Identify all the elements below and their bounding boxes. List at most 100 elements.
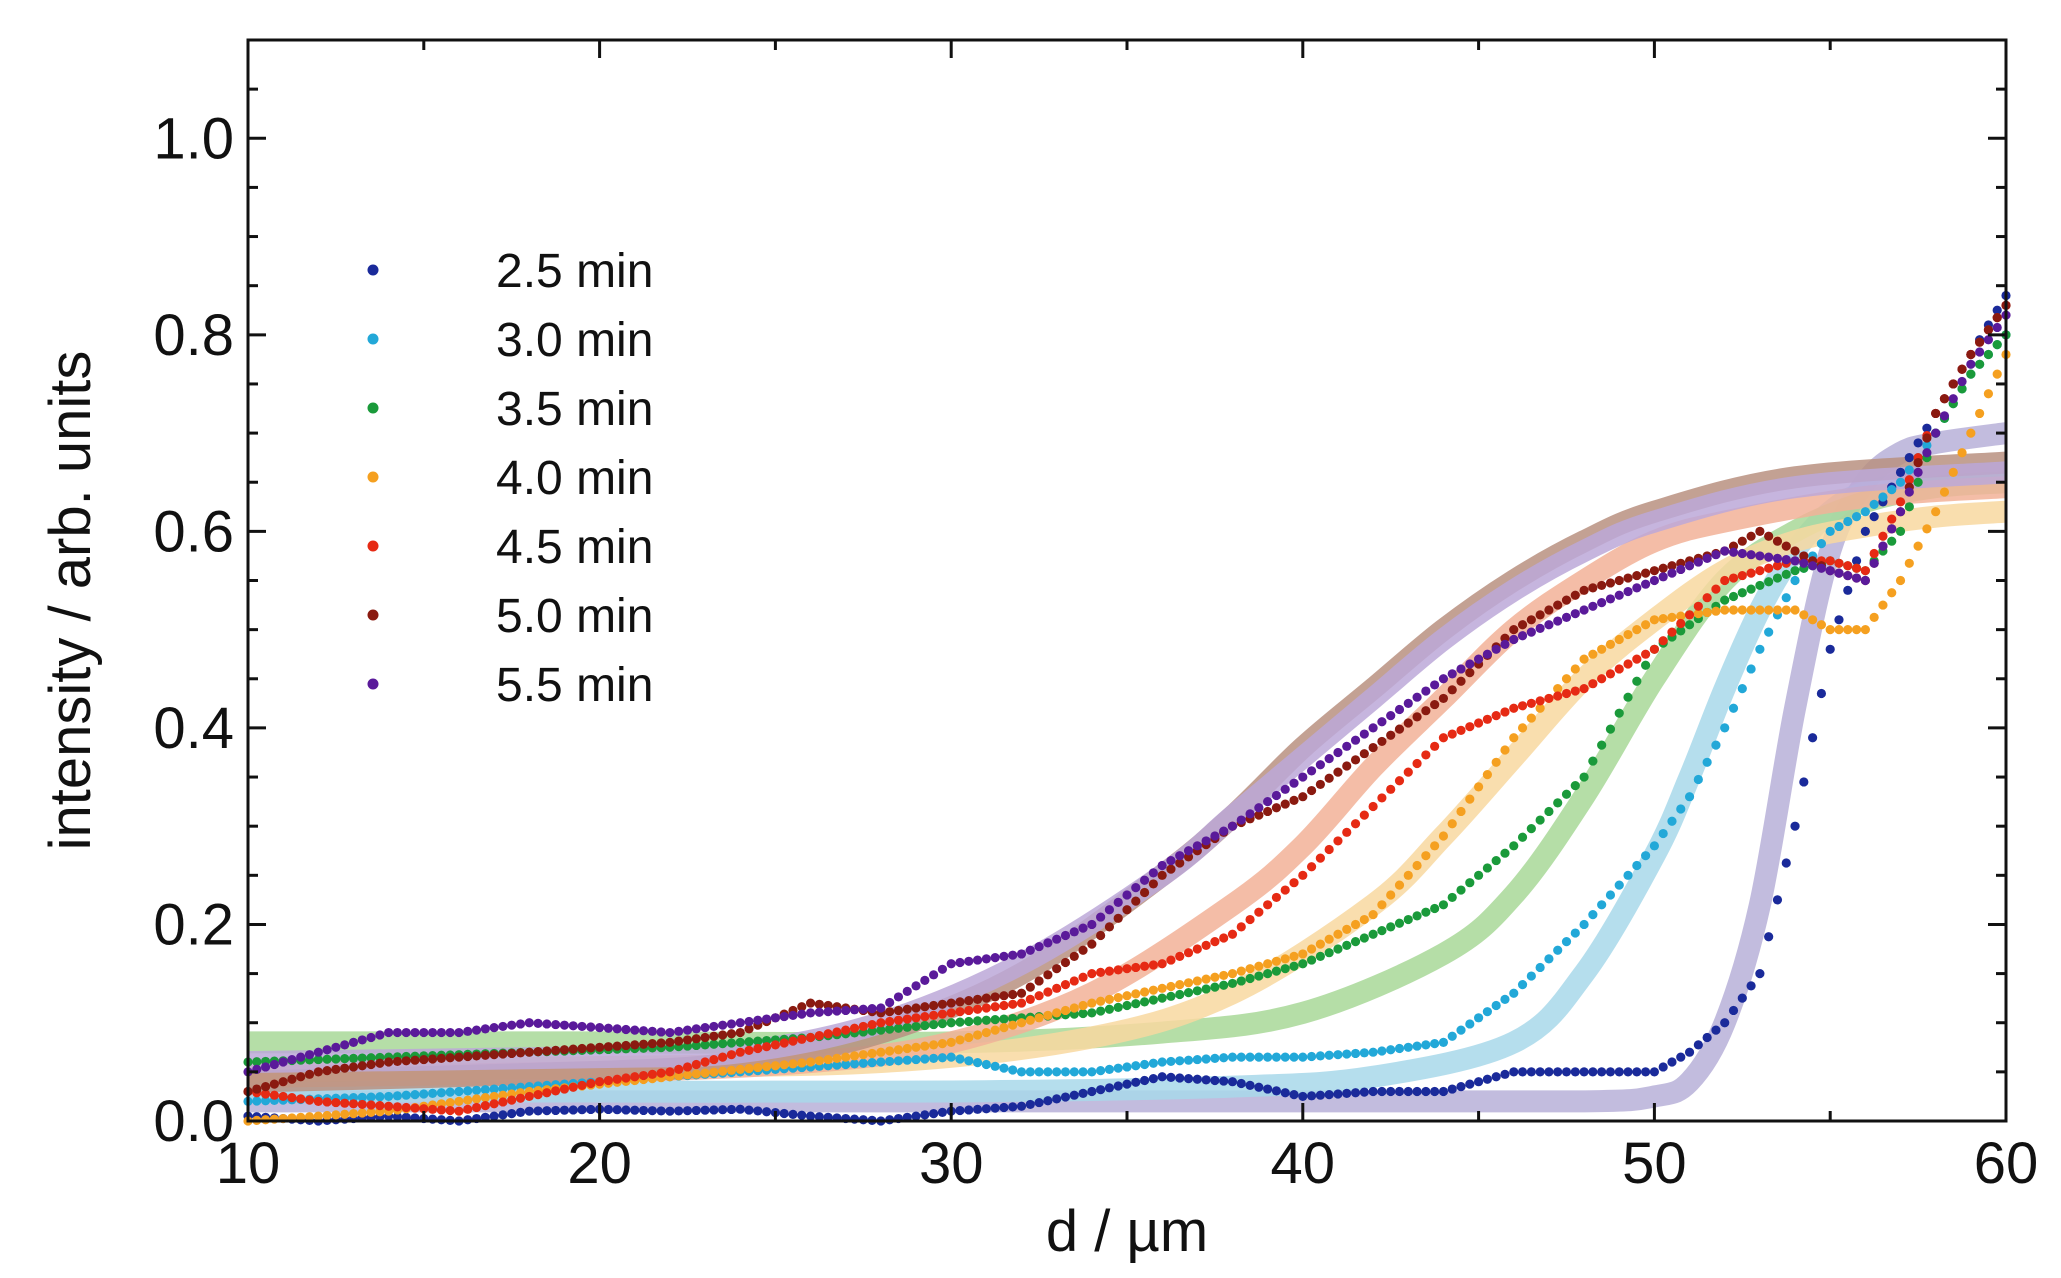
data-point [1342, 827, 1352, 837]
data-point [1764, 605, 1774, 615]
data-point [1438, 831, 1449, 841]
data-point [1175, 858, 1185, 868]
data-point [1139, 1075, 1150, 1086]
data-point [1588, 679, 1598, 689]
data-point [858, 1050, 868, 1060]
data-point [1342, 924, 1352, 934]
data-point [313, 1067, 323, 1077]
data-point [1377, 900, 1387, 910]
data-point [1245, 973, 1255, 984]
data-point [929, 1010, 939, 1020]
data-point [990, 953, 1000, 963]
data-point [1008, 1013, 1018, 1024]
data-point [1825, 556, 1835, 566]
data-point [805, 1057, 816, 1067]
data-point [735, 1047, 745, 1057]
data-point [1509, 733, 1519, 743]
data-point [1860, 566, 1870, 576]
data-point [1333, 929, 1343, 939]
data-point [1421, 851, 1431, 861]
data-point [1526, 615, 1536, 625]
x-axis-label: d / µm [1046, 1199, 1208, 1264]
data-point [1561, 1067, 1572, 1077]
data-point [1078, 1088, 1088, 1098]
data-point [1271, 1052, 1282, 1062]
data-point [1034, 991, 1044, 1001]
data-point [322, 1054, 332, 1064]
data-point [366, 1107, 376, 1118]
data-point [480, 1085, 490, 1095]
data-point [1764, 577, 1774, 587]
data-point [1060, 1092, 1071, 1102]
data-point [981, 1003, 991, 1013]
data-point [647, 1069, 657, 1079]
data-point [1113, 1081, 1123, 1091]
data-point [849, 1051, 860, 1061]
data-point [1939, 411, 1950, 421]
data-point [595, 1077, 605, 1087]
data-point [1860, 526, 1870, 536]
data-point [1781, 541, 1791, 551]
data-point [331, 1110, 341, 1120]
data-point [1913, 477, 1923, 487]
data-point [1887, 514, 1897, 524]
data-point [1175, 980, 1185, 990]
data-point [656, 1027, 666, 1037]
data-point [357, 1053, 367, 1063]
data-point [1104, 905, 1115, 915]
data-point [946, 1008, 956, 1018]
data-point [1166, 855, 1176, 866]
data-point [1684, 561, 1695, 571]
data-point [1605, 578, 1616, 588]
data-point [515, 1093, 526, 1103]
data-point [990, 1015, 1000, 1025]
data-point [340, 1109, 350, 1119]
data-point [1728, 1005, 1739, 1016]
data-point [1588, 583, 1598, 593]
data-point [1781, 569, 1791, 579]
data-point [674, 1036, 684, 1046]
data-point [533, 1106, 543, 1116]
data-point [401, 1090, 411, 1100]
data-point [1210, 831, 1220, 841]
data-point [1895, 526, 1906, 536]
data-point [1825, 644, 1835, 654]
data-point [1306, 862, 1317, 872]
data-point [1720, 1018, 1730, 1028]
data-point [1623, 573, 1633, 583]
data-point [1904, 465, 1914, 475]
data-point [946, 959, 956, 969]
axes: 10 20 30 40 50 60 0.0 0.2 0.4 0.6 0.8 1.0 d / µm inte… [38, 38, 2038, 1264]
data-point [1605, 639, 1616, 649]
data-point [753, 1106, 763, 1116]
data-point [1016, 1067, 1027, 1077]
data-point [1219, 1053, 1229, 1063]
data-point [1104, 1083, 1115, 1093]
data-point [1728, 573, 1739, 583]
data-point [946, 998, 956, 1008]
data-point [946, 1018, 956, 1028]
data-point [1368, 1047, 1378, 1057]
data-point [1500, 994, 1510, 1004]
data-point [348, 1062, 359, 1072]
data-point [1746, 584, 1756, 594]
data-point [1069, 1090, 1079, 1100]
data-point [1271, 1086, 1282, 1096]
data-point [1377, 717, 1387, 727]
data-point [498, 1110, 508, 1120]
legend-item: 5.0 min [367, 590, 653, 643]
data-point [533, 1018, 543, 1028]
data-point [577, 1105, 587, 1115]
data-point [718, 1039, 728, 1049]
data-point [955, 1035, 965, 1045]
data-point [1447, 1084, 1457, 1094]
data-point [1263, 959, 1273, 969]
data-point [603, 1042, 613, 1052]
data-point [1236, 1078, 1246, 1089]
data-point [797, 1110, 807, 1120]
data-point [981, 1015, 991, 1025]
data-point [1966, 428, 1976, 438]
data-point [621, 1105, 631, 1115]
legend-marker [367, 678, 379, 690]
data-point [1298, 949, 1308, 959]
